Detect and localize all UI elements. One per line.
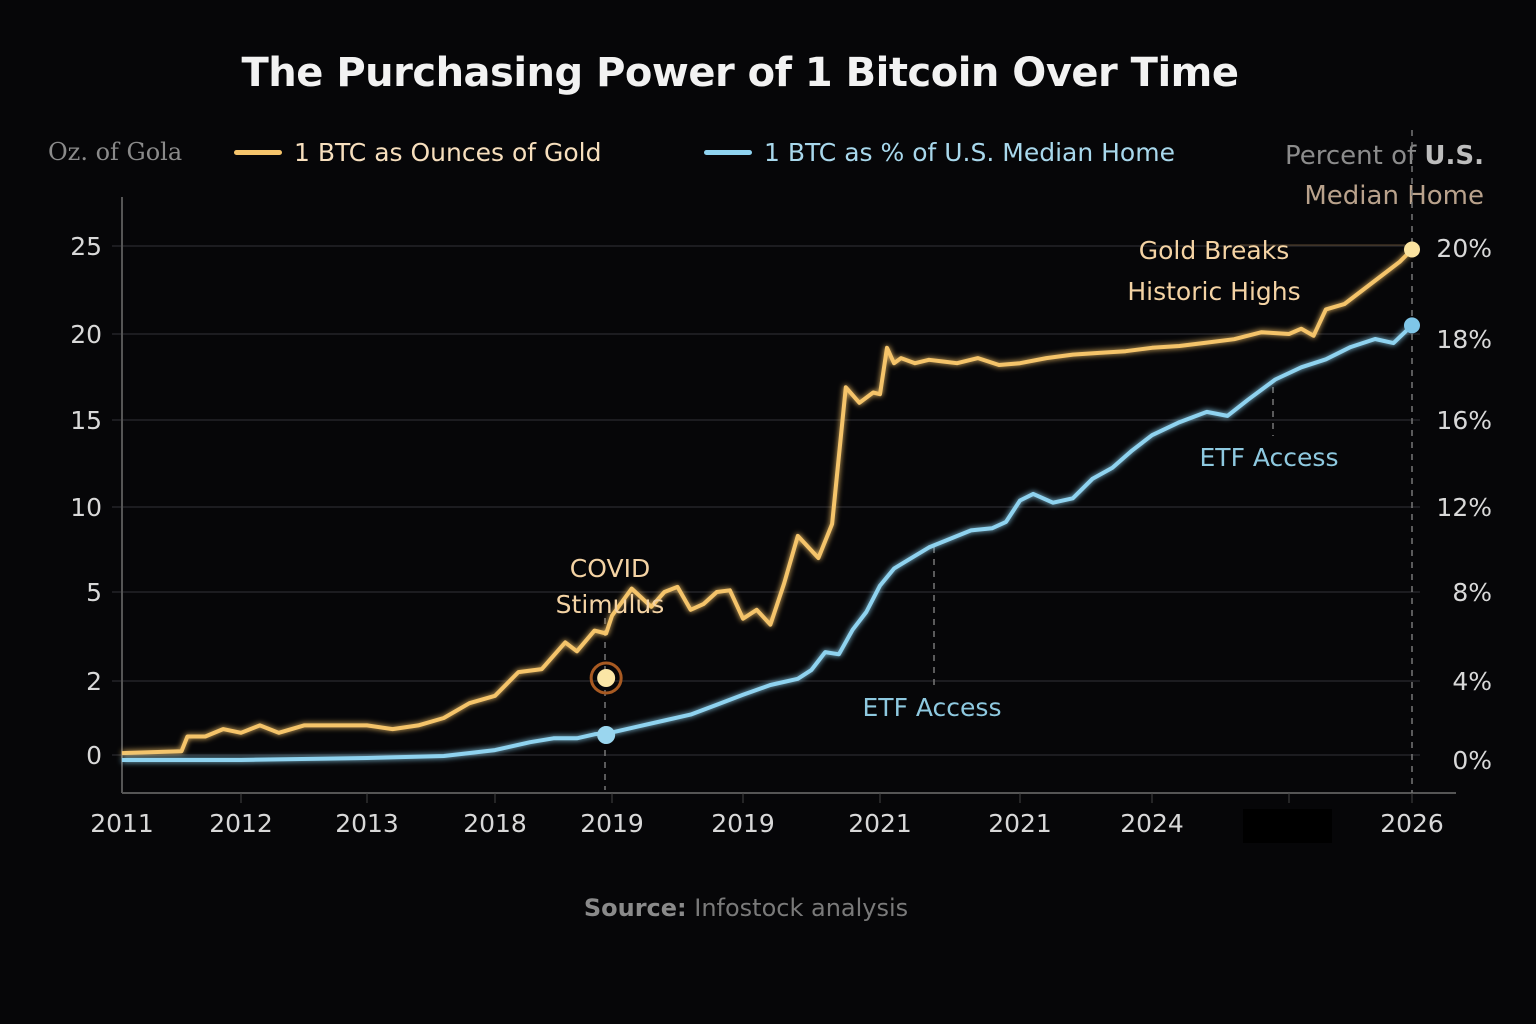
left-axis-title: Oz. of Gola	[48, 138, 183, 166]
y-tick-label: 10	[70, 493, 102, 522]
x-tick-label: 2011	[90, 809, 154, 838]
y-tick-label: 0	[86, 741, 102, 770]
x-tick-label: 2019	[711, 809, 775, 838]
series-line-home	[122, 323, 1414, 762]
legend-swatch-gold	[234, 150, 282, 155]
axes	[121, 197, 1456, 803]
series-line-gold	[121, 248, 1414, 756]
right-axis-title-bold: U.S.	[1424, 141, 1484, 171]
x-tick-label: 2013	[335, 809, 399, 838]
annotation-label: Stimulus	[556, 590, 665, 619]
covid-gold-marker	[597, 669, 616, 687]
annotation-label: ETF Access	[1200, 443, 1339, 472]
x-tick-label: 2021	[848, 809, 912, 838]
annotation-lines	[604, 130, 1413, 793]
x-tick-label: 2021	[988, 809, 1052, 838]
right-axis-title-line1: Percent of	[1284, 141, 1425, 171]
x-tick-label: 2019	[580, 809, 644, 838]
y2-tick-label: 16%	[1436, 406, 1492, 435]
end-gold-marker	[1404, 241, 1420, 258]
end-home-marker	[1404, 317, 1420, 334]
x-tick-label: 2018	[463, 809, 527, 838]
y2-tick-label: 20%	[1436, 234, 1492, 263]
right-axis-title-line2: Median Home	[1304, 181, 1484, 211]
y2-tick-label: 18%	[1436, 325, 1492, 354]
source-note: Source: Infostock analysis	[0, 894, 1492, 922]
covid-home-marker	[597, 726, 616, 744]
markers	[589, 241, 1420, 744]
chart-title: The Purchasing Power of 1 Bitcoin Over T…	[241, 50, 1239, 96]
annotation-label: ETF Access	[863, 693, 1002, 722]
annotations: COVID Stimulus ETF Access ETF Access Gold Br…	[556, 236, 1339, 722]
x-tick-label: 2024	[1120, 809, 1184, 838]
right-axis-title: Percent of U.S. Median Home	[1285, 136, 1484, 216]
x-tick-label: 2012	[209, 809, 273, 838]
y2-tick-label: 4%	[1452, 667, 1492, 696]
y-tick-label: 15	[70, 406, 102, 435]
legend-item-home: 1 BTC as % of U.S. Median Home	[704, 138, 1175, 167]
y-tick-label: 2	[86, 667, 102, 696]
y-tick-label: 25	[70, 232, 102, 261]
annotation-label: COVID	[570, 554, 650, 583]
legend-swatch-home	[704, 150, 752, 155]
y-tick-label: 5	[86, 578, 102, 607]
x-tick-label: 2026	[1380, 809, 1444, 838]
covid-ring-marker	[589, 661, 623, 695]
y2-tick-label: 8%	[1452, 578, 1492, 607]
legend-label-gold: 1 BTC as Ounces of Gold	[294, 138, 602, 167]
y-tick-label: 20	[70, 320, 102, 349]
source-text: Infostock analysis	[686, 894, 909, 922]
legend-label-home: 1 BTC as % of U.S. Median Home	[764, 138, 1175, 167]
y2-tick-label: 0%	[1452, 746, 1492, 775]
redacted-tick-label	[1243, 809, 1332, 843]
series-group	[121, 248, 1414, 762]
source-prefix: Source:	[583, 894, 687, 922]
y2-tick-label: 12%	[1436, 493, 1492, 522]
legend-item-gold: 1 BTC as Ounces of Gold	[234, 138, 602, 167]
gridlines	[112, 245, 1420, 756]
annotation-label: Gold Breaks	[1139, 236, 1290, 265]
annotation-label: Historic Highs	[1127, 277, 1300, 306]
